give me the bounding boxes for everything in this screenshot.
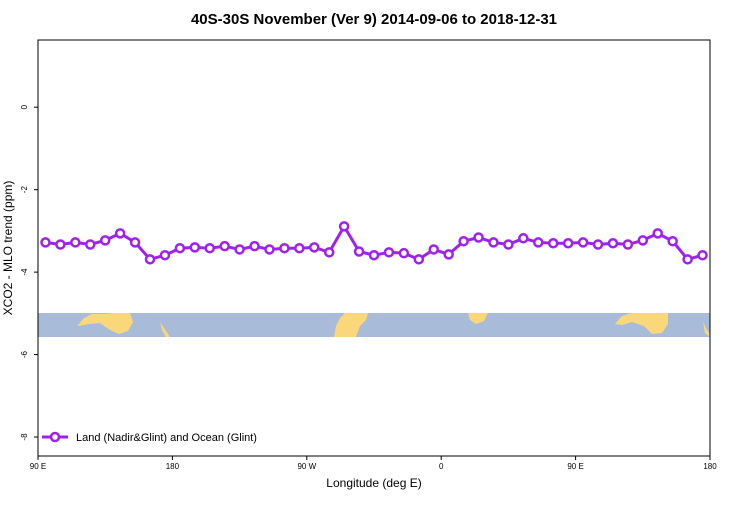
data-point (40, 237, 51, 248)
data-point (249, 240, 260, 252)
data-point (458, 235, 469, 247)
x-tick-label: 0 (439, 462, 444, 471)
data-point (189, 242, 201, 253)
data-point (577, 237, 589, 248)
data-point (413, 254, 425, 265)
data-point (667, 235, 678, 247)
land (703, 322, 710, 337)
legend-label: Land (Nadir&Glint) and Ocean (Glint) (76, 432, 257, 444)
data-point (129, 237, 141, 248)
x-tick-label: 90 E (30, 462, 46, 471)
land (615, 313, 668, 334)
map-band (38, 313, 710, 337)
data-point (323, 247, 335, 258)
data-point (622, 239, 634, 250)
data-point (503, 239, 514, 250)
data-point (264, 244, 275, 255)
data-point (219, 240, 230, 252)
data-point (547, 238, 559, 249)
data-point (294, 242, 305, 254)
data-point (518, 233, 529, 244)
data-point (204, 242, 215, 254)
data-point (398, 247, 410, 259)
data-point (174, 242, 186, 254)
data-point (99, 235, 111, 246)
data-point (234, 244, 245, 255)
data-point (353, 246, 365, 257)
data-point (338, 221, 350, 232)
data-point (533, 237, 544, 248)
data-point (607, 238, 619, 249)
data-point (309, 242, 320, 253)
data-point (159, 249, 171, 261)
data-point (383, 247, 395, 258)
x-tick-label: 90 E (567, 462, 583, 471)
land (160, 322, 170, 337)
y-axis-label: XCO2 - MLO trend (ppm) (1, 181, 15, 316)
y-tick-label: -4 (20, 268, 29, 276)
data-point (443, 249, 454, 260)
land (468, 313, 488, 324)
x-tick-label: 180 (166, 462, 180, 471)
data-point (114, 228, 126, 239)
y-tick-label: 0 (20, 104, 29, 109)
legend-marker (49, 431, 61, 443)
data-point (682, 254, 693, 265)
data-point (697, 249, 708, 261)
data-point (368, 249, 380, 261)
data-point (279, 242, 290, 254)
data-point (428, 244, 439, 255)
data-point (637, 235, 649, 246)
x-tick-label: 180 (703, 462, 717, 471)
land (77, 313, 133, 334)
data-point (55, 239, 66, 250)
data-point (473, 232, 484, 243)
data-point (85, 239, 96, 250)
y-tick-label: -2 (20, 186, 29, 194)
data-point (562, 238, 574, 249)
land (334, 313, 368, 337)
legend: Land (Nadir&Glint) and Ocean (Glint) (42, 431, 257, 444)
data-point (70, 237, 81, 248)
x-axis-label: Longitude (deg E) (326, 476, 421, 490)
plot-frame (37, 39, 711, 457)
data-point (144, 254, 156, 265)
ocean (38, 313, 710, 337)
x-tick-label: 90 W (297, 462, 316, 471)
chart-title: 40S-30S November (Ver 9) 2014-09-06 to 2… (191, 11, 557, 28)
y-tick-label: -8 (20, 433, 29, 441)
data-point (488, 237, 499, 248)
data-point (652, 228, 663, 239)
data-point (592, 239, 604, 250)
y-tick-label: -6 (20, 350, 29, 358)
